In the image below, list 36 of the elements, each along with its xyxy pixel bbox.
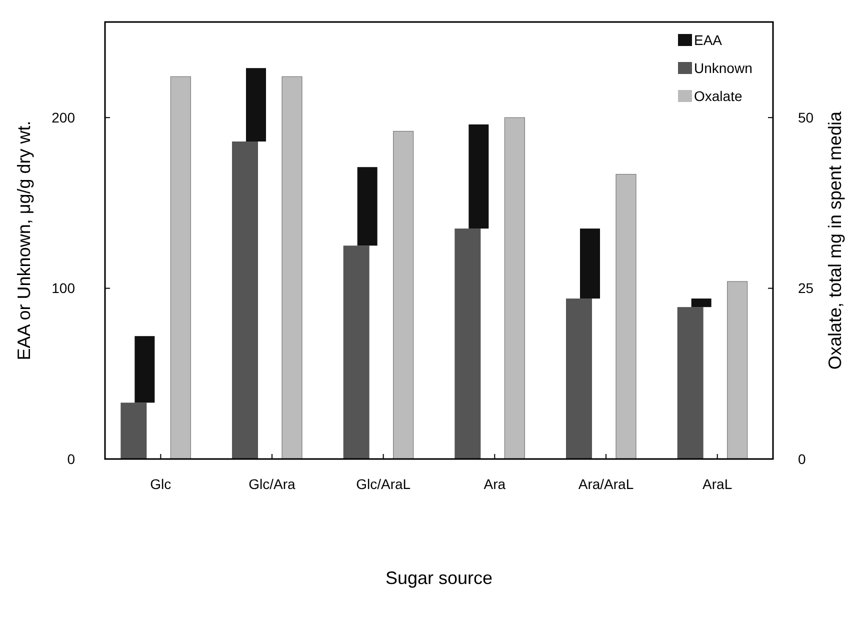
bar bbox=[232, 141, 258, 459]
bar bbox=[357, 167, 378, 246]
bar bbox=[246, 68, 266, 142]
bar bbox=[120, 402, 147, 459]
bar bbox=[134, 336, 155, 403]
y-tick-label: 200 bbox=[52, 109, 76, 126]
bar bbox=[343, 246, 370, 459]
x-tick-label: Ara/AraL bbox=[578, 476, 634, 492]
bar bbox=[454, 228, 481, 459]
x-tick-label: Glc bbox=[150, 476, 172, 492]
bar bbox=[504, 117, 525, 460]
y2-tick-label: 0 bbox=[798, 450, 806, 467]
bar bbox=[468, 124, 489, 229]
legend-label: EAA bbox=[694, 32, 723, 48]
y2-tick-label: 50 bbox=[798, 109, 814, 126]
bar bbox=[282, 76, 302, 460]
x-axis-title: Sugar source bbox=[385, 568, 493, 588]
y2-tick-label: 25 bbox=[798, 280, 814, 296]
x-tick-label: Glc/Ara bbox=[248, 476, 296, 492]
legend-label: Unknown bbox=[694, 60, 752, 76]
x-tick-label: AraL bbox=[702, 476, 732, 492]
y-tick-label: 100 bbox=[52, 280, 76, 296]
y-axis-title: EAA or Unknown, μg/g dry wt. bbox=[14, 120, 34, 360]
y-tick-label: 0 bbox=[67, 450, 76, 467]
x-tick-label: Glc/AraL bbox=[356, 476, 411, 492]
bar bbox=[393, 130, 414, 460]
bar bbox=[691, 298, 712, 308]
bar bbox=[580, 228, 600, 299]
bar bbox=[727, 281, 748, 460]
bar bbox=[616, 174, 636, 460]
legend-label: Oxalate bbox=[694, 88, 742, 104]
bar bbox=[566, 298, 592, 459]
y2-axis-title: Oxalate, total mg in spent media bbox=[825, 110, 845, 370]
x-tick-label: Ara bbox=[484, 476, 506, 492]
bar bbox=[677, 307, 704, 459]
bar bbox=[170, 76, 191, 460]
